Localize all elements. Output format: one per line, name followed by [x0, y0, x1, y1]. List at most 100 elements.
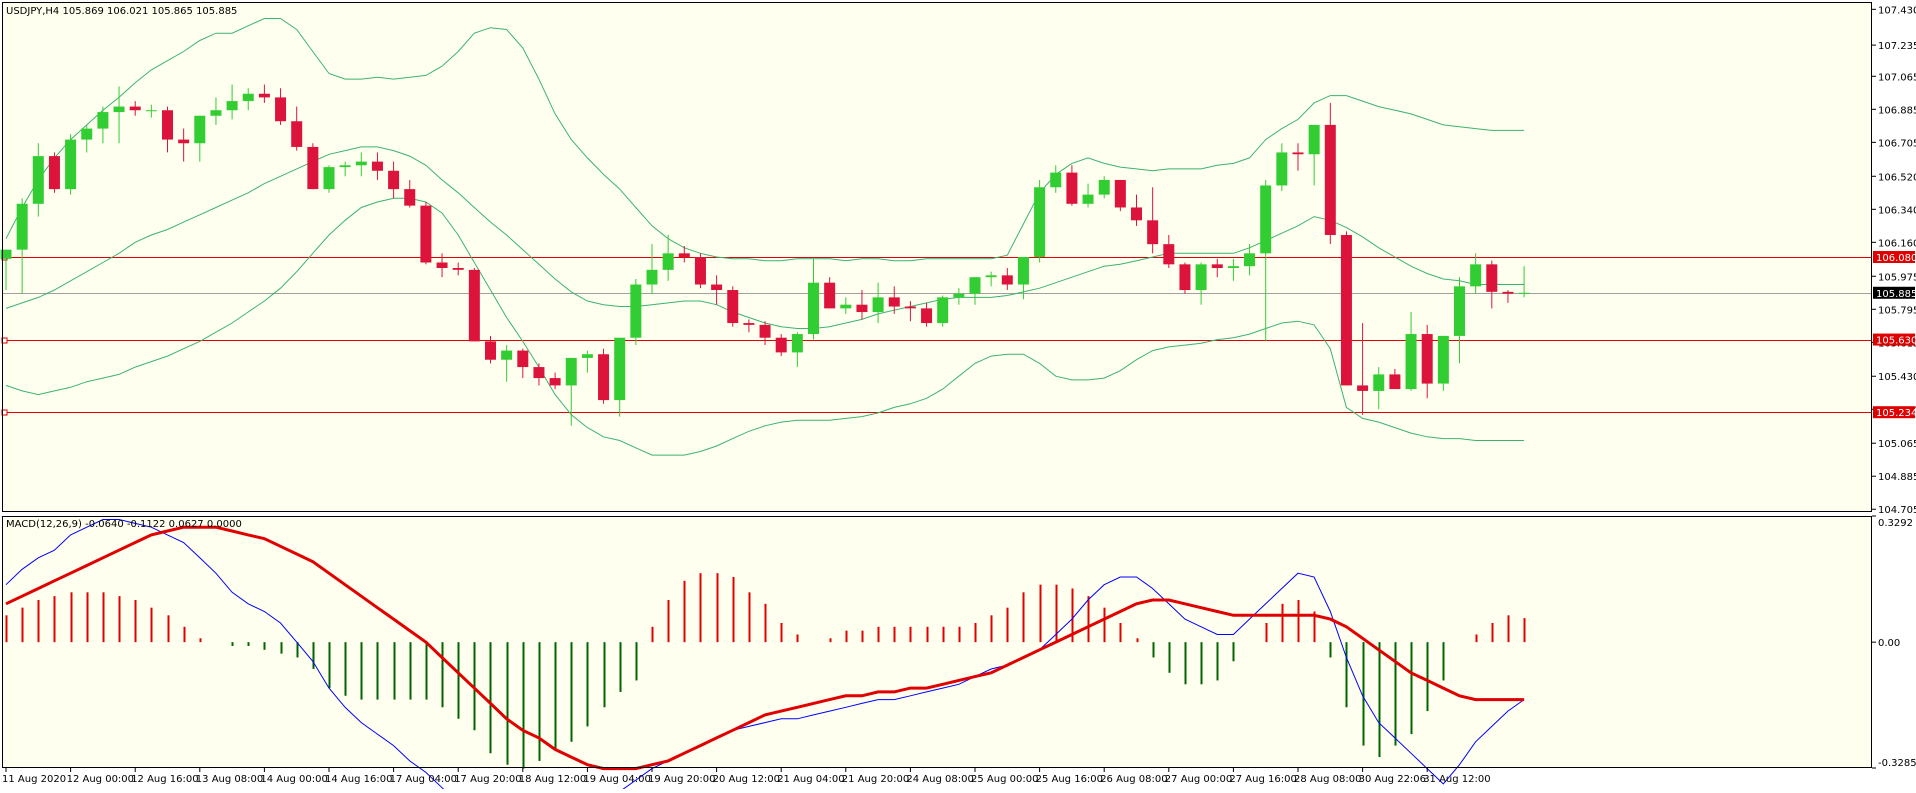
- candle: [1502, 290, 1514, 303]
- candle: [371, 152, 383, 180]
- candle-body: [1373, 374, 1385, 391]
- candle-body: [1034, 187, 1046, 257]
- price-axis: 107.430 107.235 107.065 106.885 106.705 106.5…: [1872, 0, 1916, 789]
- candle: [129, 101, 141, 116]
- candle: [937, 295, 949, 327]
- candle-body: [81, 128, 93, 140]
- candle-body: [759, 324, 771, 338]
- candle-body: [824, 282, 836, 309]
- candle-body: [646, 269, 658, 285]
- price-tick-label: 106.340: [1878, 205, 1916, 216]
- candle: [178, 128, 190, 162]
- candle-body: [1389, 374, 1401, 390]
- candle-body: [549, 378, 561, 386]
- candle-body: [1292, 152, 1304, 155]
- time-tick-label: 30 Aug 22:06: [1359, 774, 1426, 785]
- candle: [355, 152, 367, 177]
- candle-body: [1131, 207, 1142, 221]
- time-tick-label: 11 Aug 2020: [2, 774, 66, 785]
- candle: [468, 268, 480, 342]
- candle-body: [630, 284, 642, 338]
- price-tick-label: 107.430: [1878, 5, 1916, 16]
- candle: [1437, 335, 1449, 391]
- candle: [921, 302, 933, 327]
- time-tick-label: 17 Aug 04:00: [390, 774, 457, 785]
- candle-body: [985, 275, 997, 278]
- candle: [194, 115, 206, 162]
- candle: [275, 88, 287, 125]
- candle-body: [694, 257, 706, 285]
- candle-body: [194, 115, 206, 144]
- signal-line: [5, 525, 1525, 771]
- candle-body: [452, 268, 464, 270]
- time-tick-label: 27 Aug 00:00: [1165, 774, 1232, 785]
- candle-body: [275, 97, 287, 122]
- macd-info: MACD(12,26,9) -0.0640 -0.1122 0.0627 0.0…: [6, 519, 242, 530]
- candle-body: [1421, 334, 1433, 384]
- candle-body: [953, 293, 965, 298]
- candlesticks: [0, 84, 1530, 426]
- candle: [1001, 268, 1013, 291]
- candle-body: [791, 334, 803, 353]
- candle-body: [614, 337, 626, 401]
- time-tick-label: 27 Aug 16:00: [1229, 774, 1296, 785]
- candle: [1324, 102, 1336, 245]
- candle: [1244, 244, 1256, 276]
- candle: [549, 372, 561, 390]
- candle-body: [1114, 179, 1126, 208]
- candle-body: [1066, 172, 1078, 204]
- candle-body: [1357, 385, 1369, 391]
- candle: [1276, 143, 1288, 191]
- candle: [840, 297, 852, 314]
- candle: [242, 88, 254, 111]
- candle: [1373, 367, 1385, 410]
- candle: [759, 321, 771, 346]
- time-tick-label: 12 Aug 16:00: [131, 774, 198, 785]
- candle-body: [355, 161, 367, 166]
- candle-body: [1454, 286, 1465, 336]
- candle-body: [904, 306, 916, 309]
- candle-body: [258, 93, 270, 98]
- candle: [872, 282, 884, 324]
- time-tick-label: 18 Aug 12:00: [519, 774, 586, 785]
- candle-body: [1486, 264, 1498, 292]
- candle-body: [1244, 253, 1256, 267]
- candle-body: [533, 367, 545, 379]
- candle: [662, 234, 674, 281]
- time-tick-label: 14 Aug 00:00: [260, 774, 327, 785]
- price-tick-label: 105.065: [1878, 439, 1916, 450]
- candle: [339, 161, 351, 177]
- candle-body: [501, 350, 513, 360]
- candle: [226, 84, 238, 120]
- time-tick-label: 28 Aug 08:00: [1294, 774, 1361, 785]
- candle: [1211, 258, 1223, 278]
- candle: [953, 288, 965, 305]
- price-tick-label: 104.705: [1878, 505, 1916, 516]
- candle-body: [388, 170, 400, 190]
- candle: [598, 348, 610, 404]
- candle-body: [65, 139, 77, 190]
- candle-body: [937, 297, 949, 324]
- macd-tick-label: 0.3292: [1878, 518, 1913, 529]
- candle: [1163, 234, 1175, 269]
- candle-body: [485, 341, 496, 360]
- time-tick-label: 20 Aug 12:00: [713, 774, 780, 785]
- time-tick-label: 21 Aug 20:00: [842, 774, 909, 785]
- candle-body: [1082, 194, 1094, 204]
- candle: [1114, 179, 1126, 212]
- candle: [565, 357, 577, 426]
- price-level-tag-label: 106.080: [1876, 253, 1916, 264]
- candle: [743, 319, 755, 333]
- candle: [258, 84, 270, 103]
- candle-body: [808, 282, 819, 335]
- candle: [1405, 312, 1417, 391]
- time-tick-label: 21 Aug 04:00: [777, 774, 844, 785]
- candle-body: [468, 269, 480, 342]
- candle: [501, 345, 513, 382]
- candle: [985, 271, 997, 287]
- candle-body: [1001, 275, 1013, 285]
- candle: [1292, 143, 1304, 171]
